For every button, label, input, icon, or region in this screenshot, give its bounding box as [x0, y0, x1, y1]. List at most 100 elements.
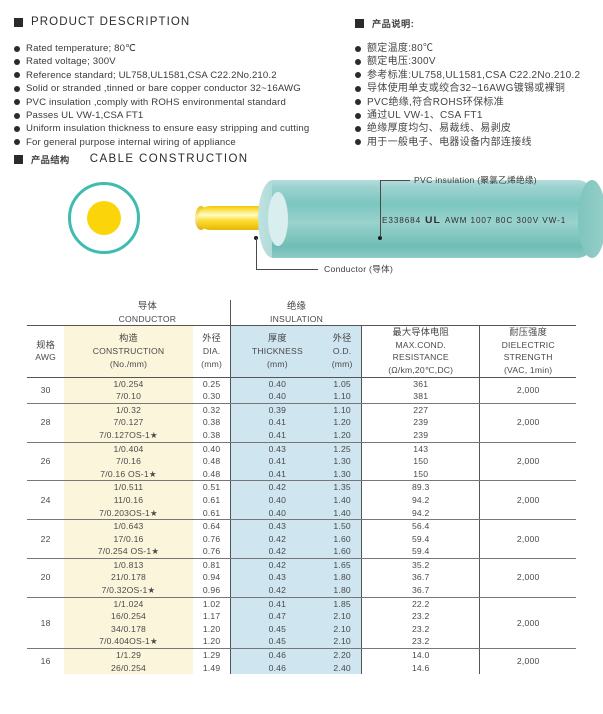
list-item: 额定电压:300V	[355, 55, 580, 68]
cell-dielectric: 2,000	[479, 519, 576, 559]
cell-od-value: 1.20	[333, 417, 351, 428]
cell-od: 1.10 1.20 1.20	[323, 403, 362, 443]
cell-od-value: 1.10	[333, 391, 351, 402]
list-item: Solid or stranded ,tinned or bare copper…	[14, 82, 309, 95]
cell-dia-value: 1.20	[202, 623, 221, 634]
column-header-max-cond-: 最大导体电阻 MAX.COND. RESISTANCE (Ω/km,20℃,DC)	[361, 325, 480, 378]
cell-dia-value: 0.40	[202, 443, 221, 454]
cell-dia-value: 0.38	[202, 417, 221, 428]
cell-construction-value: 1/1.024	[113, 598, 144, 609]
table-row: 24 1/0.511 11/0.16 7/0.203OS-1★ 0.51 0.61 0.61…	[27, 480, 576, 521]
list-item: 参考标准:UL758,UL1581,CSA C22.2No.210.2	[355, 69, 580, 82]
group-header-cn: 绝缘	[286, 300, 307, 311]
list-item-label: 用于一般电子、电器设备内部连接线	[367, 136, 532, 148]
column-header-cn: 外径	[332, 333, 352, 344]
cell-construction-value: 7/0.16	[115, 456, 142, 467]
cell-resistance-value: 94.2	[411, 494, 430, 505]
list-item: Rated voltage; 300V	[14, 55, 309, 68]
cell-dielectric: 2,000	[479, 597, 576, 650]
product-description-title: PRODUCT DESCRIPTION	[31, 16, 191, 28]
cell-od-value: 2.40	[333, 662, 351, 673]
cell-od-value: 2.10	[333, 611, 351, 622]
bullet-square-icon	[14, 17, 23, 27]
bullet-dot-icon	[355, 139, 361, 146]
bullet-dot-icon	[14, 126, 20, 133]
cell-construction-value: 7/0.404OS-1★	[99, 636, 158, 647]
cell-construction: 1/1.024 16/0.254 34/0.178 7/0.404OS-1★	[64, 597, 193, 650]
cell-od-value: 1.50	[333, 521, 351, 532]
cell-thickness-value: 0.42	[268, 533, 287, 544]
product-description-heading: PRODUCT DESCRIPTION	[14, 16, 190, 28]
cell-resistance-value: 23.2	[411, 636, 430, 647]
group-header-spacer	[480, 300, 576, 326]
cell-dia-value: 1.49	[202, 662, 221, 673]
bullet-dot-icon	[14, 112, 20, 119]
cell-thickness-value: 0.42	[268, 585, 287, 596]
cell-thickness-value: 0.40	[268, 391, 287, 402]
list-item-label: 参考标准:UL758,UL1581,CSA C22.2No.210.2	[367, 69, 581, 81]
list-item-label: Rated voltage; 300V	[26, 56, 116, 68]
cell-resistance-value: 143	[413, 443, 429, 454]
cell-construction-value: 1/1.29	[115, 650, 142, 661]
cell-resistance-value: 94.2	[411, 507, 430, 518]
group-header-conductor: 导体 CONDUCTOR	[64, 300, 231, 327]
cell-thickness-value: 0.41	[268, 417, 287, 428]
cell-dia-value: 0.32	[202, 404, 221, 415]
bullet-square-icon	[14, 154, 23, 164]
cell-construction-value: 7/0.203OS-1★	[99, 507, 158, 518]
group-header-en: CONDUCTOR	[118, 313, 177, 324]
cell-resistance-value: 23.2	[411, 623, 430, 634]
group-header-spacer	[362, 300, 480, 326]
cell-construction-value: 1/0.643	[113, 521, 144, 532]
cell-dia-value: 0.61	[202, 494, 221, 505]
cable-construction-title-cn: 产品结构	[31, 155, 70, 165]
cell-dia-value: 0.61	[202, 507, 221, 518]
group-header-en: INSULATION	[270, 313, 323, 324]
cell-resistance-value: 14.0	[411, 650, 430, 661]
cell-construction-value: 7/0.127OS-1★	[99, 429, 158, 440]
cell-thickness: 0.42 0.40 0.40	[230, 480, 324, 521]
cell-dia-value: 0.64	[202, 521, 221, 532]
cell-resistance-value: 36.7	[411, 585, 430, 596]
cell-resistance-value: 150	[413, 468, 429, 479]
cell-od-value: 1.10	[333, 404, 351, 415]
cell-od-value: 1.40	[333, 494, 351, 505]
bullet-dot-icon	[355, 85, 361, 92]
column-header-cn: 构造	[119, 333, 138, 344]
table-row: 28 1/0.32 7/0.127 7/0.127OS-1★ 0.32 0.38 0.38 0…	[27, 403, 576, 443]
cell-od-value: 1.25	[333, 443, 351, 454]
cell-dia: 0.51 0.61 0.61	[192, 480, 231, 521]
list-item: PVC绝缘,符合ROHS环保标准	[355, 96, 580, 109]
conductor-leader-vertical	[256, 238, 257, 269]
column-header-en: AWG	[35, 352, 57, 363]
column-header-unit: (mm)	[331, 358, 353, 369]
insulation-leader-dot	[378, 236, 382, 240]
cell-thickness: 0.39 0.41 0.41	[230, 403, 324, 443]
cell-dia-value: 0.94	[202, 572, 221, 583]
cell-od: 1.65 1.80 1.80	[323, 558, 362, 598]
table-header-row: 规格 AWG 构造 CONSTRUCTION (No./mm) 外径 DIA. (mm) 厚度 T…	[27, 325, 576, 378]
cell-resistance-value: 59.4	[411, 533, 430, 544]
cell-od-value: 1.85	[333, 598, 351, 609]
cell-resistance-value: 239	[413, 417, 429, 428]
cell-od-value: 1.60	[333, 546, 351, 557]
cell-dielectric: 2,000	[479, 377, 576, 404]
cell-dia: 0.64 0.76 0.76	[192, 519, 231, 559]
cell-od-value: 1.20	[333, 429, 351, 440]
cell-dia: 1.29 1.49	[193, 649, 231, 675]
cell-od-value: 1.80	[333, 572, 351, 583]
cell-thickness: 0.46 0.46	[230, 648, 324, 675]
bullet-dot-icon	[14, 45, 20, 52]
cell-od-value: 1.30	[333, 468, 351, 479]
cell-thickness: 0.43 0.42 0.42	[230, 519, 324, 559]
cell-thickness-value: 0.42	[268, 546, 287, 557]
cell-thickness-value: 0.47	[268, 611, 287, 622]
bullet-dot-icon	[14, 59, 20, 65]
cell-thickness-value: 0.39	[268, 404, 287, 415]
list-item-label: 额定温度:80℃	[367, 43, 434, 54]
cell-awg: 18	[27, 597, 65, 650]
list-item: 通过UL VW-1、CSA FT1	[355, 109, 580, 122]
list-item: Rated temperature; 80℃	[14, 42, 309, 55]
cell-dia-value: 0.30	[202, 391, 221, 402]
cell-od: 1.35 1.40 1.40	[323, 480, 362, 521]
